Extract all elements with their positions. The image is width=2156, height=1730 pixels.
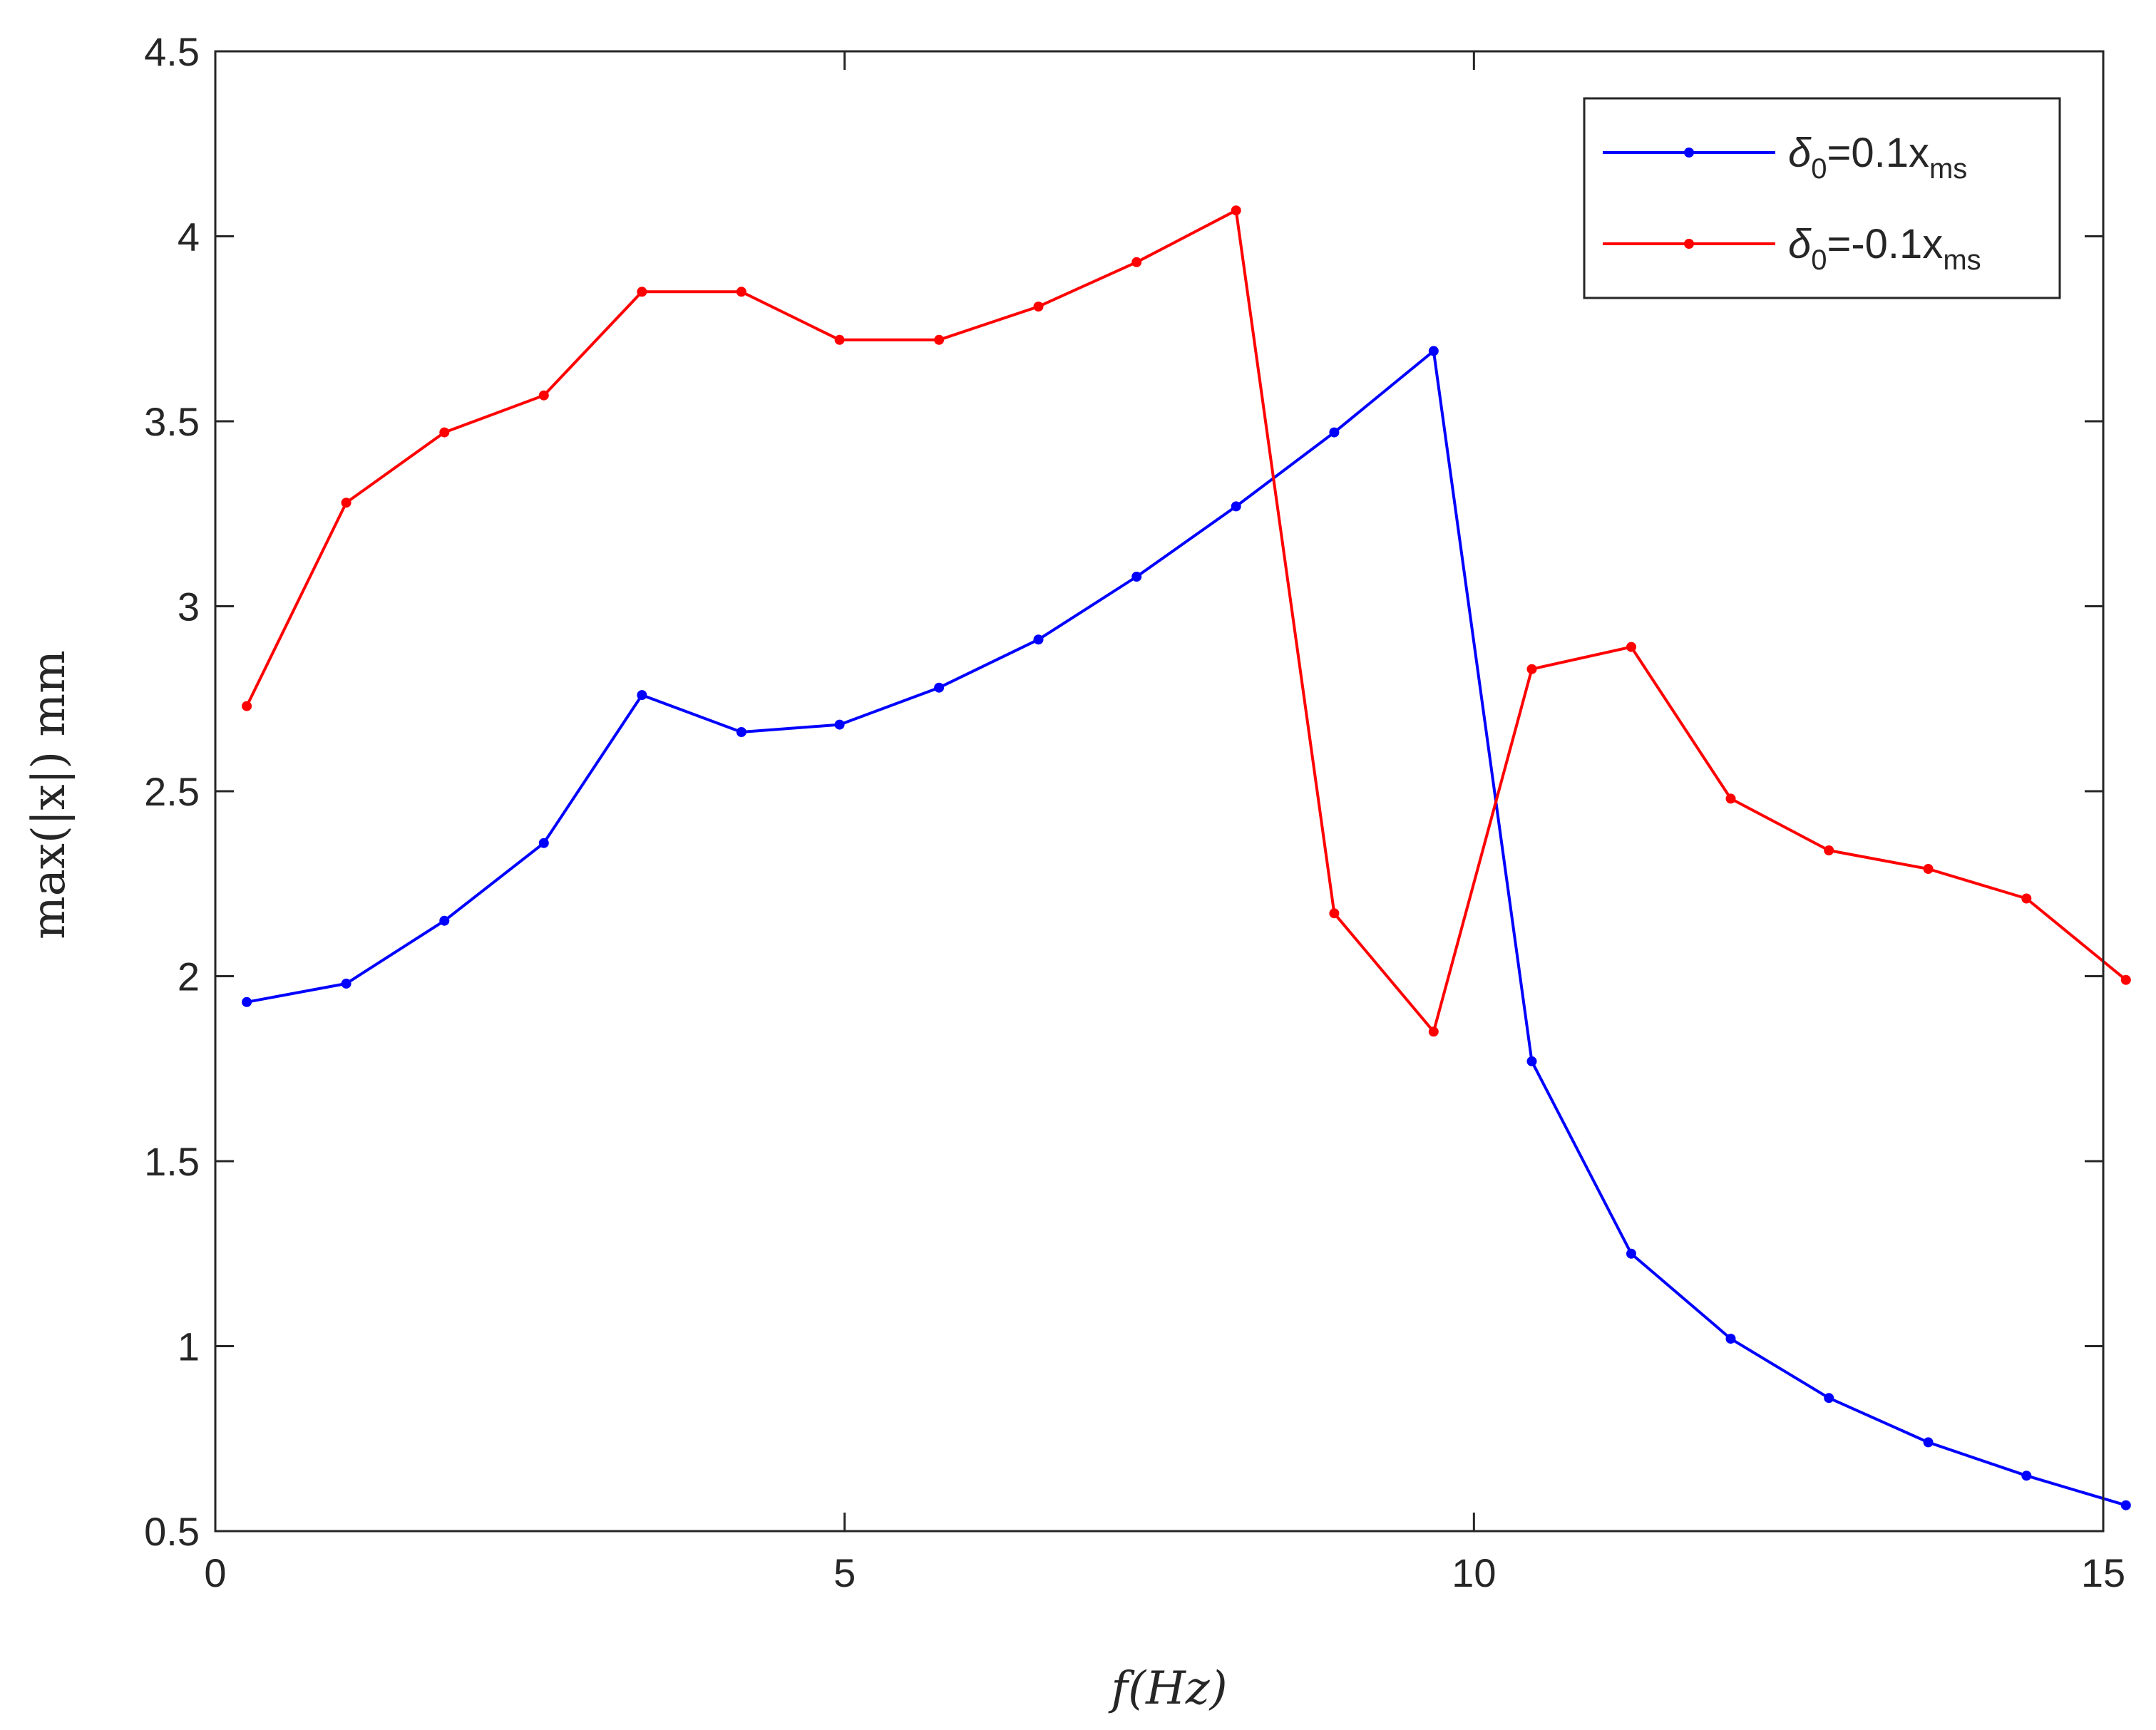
x-tick-label: 5: [833, 1550, 856, 1595]
data-point: [637, 690, 647, 701]
data-point: [538, 390, 549, 401]
legend-value-positive: =0.1x: [1827, 130, 1929, 176]
data-point: [1033, 302, 1044, 312]
series-layer: [242, 205, 2131, 1510]
data-point: [834, 334, 845, 345]
legend-sub-negative: ms: [1943, 244, 1981, 276]
legend-marker-negative: [1684, 239, 1694, 249]
legend-item-negative: δ0=-0.1xms: [1603, 221, 1981, 276]
data-point: [439, 915, 450, 926]
x-axis-label: f(Hz): [1108, 1662, 1227, 1715]
legend-item-positive: δ0=0.1xms: [1603, 130, 1967, 185]
data-point: [1626, 642, 1636, 652]
data-point: [538, 838, 549, 848]
data-point: [2120, 974, 2131, 985]
series-line: [245, 209, 2127, 1034]
legend-symbol-sub-negative: 0: [1811, 244, 1827, 276]
data-point: [1033, 634, 1044, 645]
legend-symbol-sub-positive: 0: [1811, 153, 1827, 185]
data-point: [1131, 257, 1142, 267]
data-point: [242, 997, 252, 1007]
data-point: [1428, 1026, 1439, 1037]
data-point: [934, 682, 945, 693]
data-point: [2021, 893, 2032, 904]
x-tick-label: 10: [1452, 1550, 1496, 1595]
y-tick-label: 4: [178, 215, 200, 259]
legend-symbol-positive: δ: [1788, 130, 1812, 176]
data-point: [1428, 346, 1439, 356]
data-point: [1923, 1437, 1934, 1448]
x-tick-label: 15: [2081, 1550, 2125, 1595]
data-point: [439, 427, 450, 438]
y-tick-label: 0.5: [144, 1509, 200, 1554]
x-tick-label: 0: [204, 1550, 226, 1595]
data-point: [1231, 205, 1241, 216]
data-point: [341, 498, 351, 508]
data-point: [1824, 845, 1834, 855]
data-point: [1725, 1334, 1736, 1344]
series-line: [246, 349, 2127, 1507]
y-tick-label: 2: [178, 954, 200, 999]
data-point: [1824, 1393, 1834, 1404]
axes: [214, 50, 2105, 1533]
data-point: [736, 727, 746, 737]
data-point: [637, 287, 647, 297]
data-point: [1725, 793, 1736, 804]
data-point: [2120, 1500, 2131, 1510]
data-point: [1329, 427, 1340, 438]
data-point: [341, 978, 351, 989]
data-point: [1526, 664, 1537, 674]
y-tick-label: 3: [178, 585, 200, 629]
data-point: [1131, 572, 1142, 582]
y-tick-label: 3.5: [144, 399, 200, 444]
data-point: [1923, 864, 1934, 874]
y-tick-label: 1: [178, 1324, 200, 1369]
y-tick-label: 1.5: [144, 1139, 200, 1184]
data-point: [242, 701, 252, 711]
data-point: [1231, 501, 1241, 512]
legend-label-negative: δ0=-0.1xms: [1788, 221, 1981, 276]
data-point: [834, 719, 845, 730]
data-point: [1526, 1056, 1537, 1066]
legend-symbol-negative: δ: [1788, 221, 1812, 267]
y-axis-label: max(|x|) mm: [23, 650, 76, 939]
y-tick-label: 2.5: [144, 769, 200, 814]
y-tick-label: 4.5: [144, 29, 200, 74]
tick-labels: 0 5 10 15 0.5 1 1.5 2 2.5 3 3.5 4 4.5: [144, 29, 2125, 1595]
legend: δ0=0.1xms δ0=-0.1xms: [1583, 97, 2061, 299]
legend-label-positive: δ0=0.1xms: [1788, 130, 1967, 185]
data-point: [2021, 1471, 2032, 1481]
data-point: [1329, 908, 1340, 919]
legend-box: [1583, 97, 2061, 299]
data-point: [736, 287, 746, 297]
legend-sub-positive: ms: [1929, 153, 1967, 185]
data-point: [934, 334, 945, 345]
series-negative: [242, 205, 2131, 1037]
legend-marker-positive: [1684, 148, 1694, 158]
data-point: [1626, 1248, 1636, 1259]
series-positive: [242, 346, 2131, 1510]
legend-value-negative: =-0.1x: [1827, 221, 1943, 267]
